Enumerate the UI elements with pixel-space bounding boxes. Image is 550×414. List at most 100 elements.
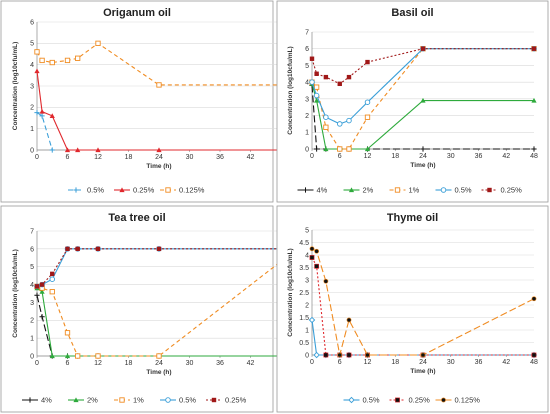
x-tick-label: 48 <box>530 359 538 366</box>
x-tick-label: 30 <box>186 360 194 367</box>
y-tick-label: 1 <box>30 126 34 133</box>
data-point <box>346 317 352 323</box>
data-point <box>95 353 101 359</box>
y-tick-label: 2.5 <box>299 290 309 297</box>
data-point <box>49 59 55 66</box>
legend-label: 0.25% <box>409 396 431 405</box>
data-point <box>531 46 537 51</box>
x-tick-label: 24 <box>419 359 427 366</box>
data-point <box>309 56 315 61</box>
y-tick-label: 6 <box>305 46 309 53</box>
legend-label: 4% <box>41 396 52 405</box>
legend-label: 0.125% <box>179 186 205 195</box>
y-tick-label: 4.5 <box>299 240 309 247</box>
y-tick-label: 0 <box>305 146 309 153</box>
data-point <box>34 49 40 55</box>
data-point <box>39 282 45 287</box>
data-point <box>365 59 370 65</box>
data-point <box>346 352 352 358</box>
legend-label: 0.5% <box>363 396 380 405</box>
data-point <box>156 246 162 252</box>
legend-label: 0.5% <box>179 396 196 405</box>
data-point <box>313 84 320 90</box>
legend-marker <box>119 187 125 193</box>
x-tick-label: 36 <box>216 360 224 367</box>
y-tick-label: 7 <box>30 228 34 235</box>
legend-label: 2% <box>87 396 98 405</box>
y-tick-label: 3 <box>305 277 309 284</box>
x-axis-label: Time (h) <box>410 368 435 375</box>
data-point <box>323 114 329 120</box>
x-tick-label: 24 <box>155 154 163 161</box>
data-point <box>314 146 320 152</box>
y-tick-label: 0 <box>30 353 34 360</box>
y-tick-label: 5 <box>30 41 34 48</box>
y-axis-label: Concentration (log10cfu/mL) <box>287 46 294 134</box>
x-tick-label: 12 <box>94 360 102 367</box>
legend-marker <box>73 187 79 193</box>
legend-marker <box>211 397 217 403</box>
legend-label: 0.25% <box>225 396 247 405</box>
x-tick-label: 18 <box>391 153 399 160</box>
data-point <box>75 147 81 153</box>
data-point <box>309 255 315 260</box>
legend-marker <box>119 397 125 403</box>
data-point <box>346 117 352 124</box>
chart-panel-thyme-oil: Thyme oil 0 0.5 1 1.5 2 2.5 3 3.5 4 4.5 5 0 6 12 18 24 30… <box>276 205 549 413</box>
legend-label: 0.5% <box>87 186 104 195</box>
y-tick-label: 3 <box>30 83 34 90</box>
x-tick-label: 6 <box>338 153 342 160</box>
data-point <box>365 352 370 358</box>
data-point <box>34 292 40 298</box>
y-tick-label: 2 <box>30 105 34 112</box>
data-point <box>64 57 71 64</box>
series-line <box>311 48 534 125</box>
x-tick-label: 6 <box>338 359 342 366</box>
x-tick-label: 12 <box>364 153 372 160</box>
chart-panel-tea-tree-oil: Tea tree oil012345670612182430364248Time… <box>0 205 285 413</box>
data-point <box>156 82 162 88</box>
legend-marker <box>302 187 309 193</box>
data-point <box>314 263 320 269</box>
chart-title: Origanum oil <box>103 7 171 19</box>
data-point <box>95 246 101 252</box>
legend-label: 1% <box>133 396 144 405</box>
data-point <box>531 97 537 103</box>
data-point <box>39 314 45 320</box>
data-point <box>64 353 71 359</box>
series-0-125pct <box>309 246 537 358</box>
x-tick-label: 30 <box>186 154 194 161</box>
data-point <box>75 55 81 61</box>
data-point <box>39 289 45 294</box>
data-point <box>337 146 343 152</box>
legend-label: 0.25% <box>501 186 523 195</box>
x-tick-label: 36 <box>475 153 483 160</box>
legend-marker <box>348 396 355 404</box>
data-point <box>531 146 537 152</box>
data-point <box>50 271 55 277</box>
legend-label: 0.5% <box>455 186 472 195</box>
legend-label: 4% <box>317 186 328 195</box>
data-point <box>323 146 329 152</box>
data-point <box>95 147 101 153</box>
series-line <box>311 257 534 356</box>
y-axis-label: Concentration (log10cfu/mL) <box>287 248 294 336</box>
y-tick-label: 6 <box>30 246 34 253</box>
panel-frame <box>276 0 549 203</box>
data-point <box>420 97 426 103</box>
data-point <box>531 352 537 358</box>
y-tick-label: 4 <box>305 80 309 87</box>
y-tick-label: 1 <box>305 327 309 334</box>
series-line <box>311 48 534 150</box>
data-point <box>323 124 329 130</box>
x-tick-label: 12 <box>364 359 372 366</box>
data-point <box>49 353 55 359</box>
y-tick-label: 5 <box>30 264 34 271</box>
x-tick-label: 30 <box>447 153 455 160</box>
data-point <box>65 246 70 252</box>
x-axis-label: Time (h) <box>146 163 171 170</box>
legend-marker <box>395 397 400 403</box>
legend-marker <box>487 187 492 193</box>
data-point <box>95 40 101 46</box>
data-point <box>364 146 371 152</box>
